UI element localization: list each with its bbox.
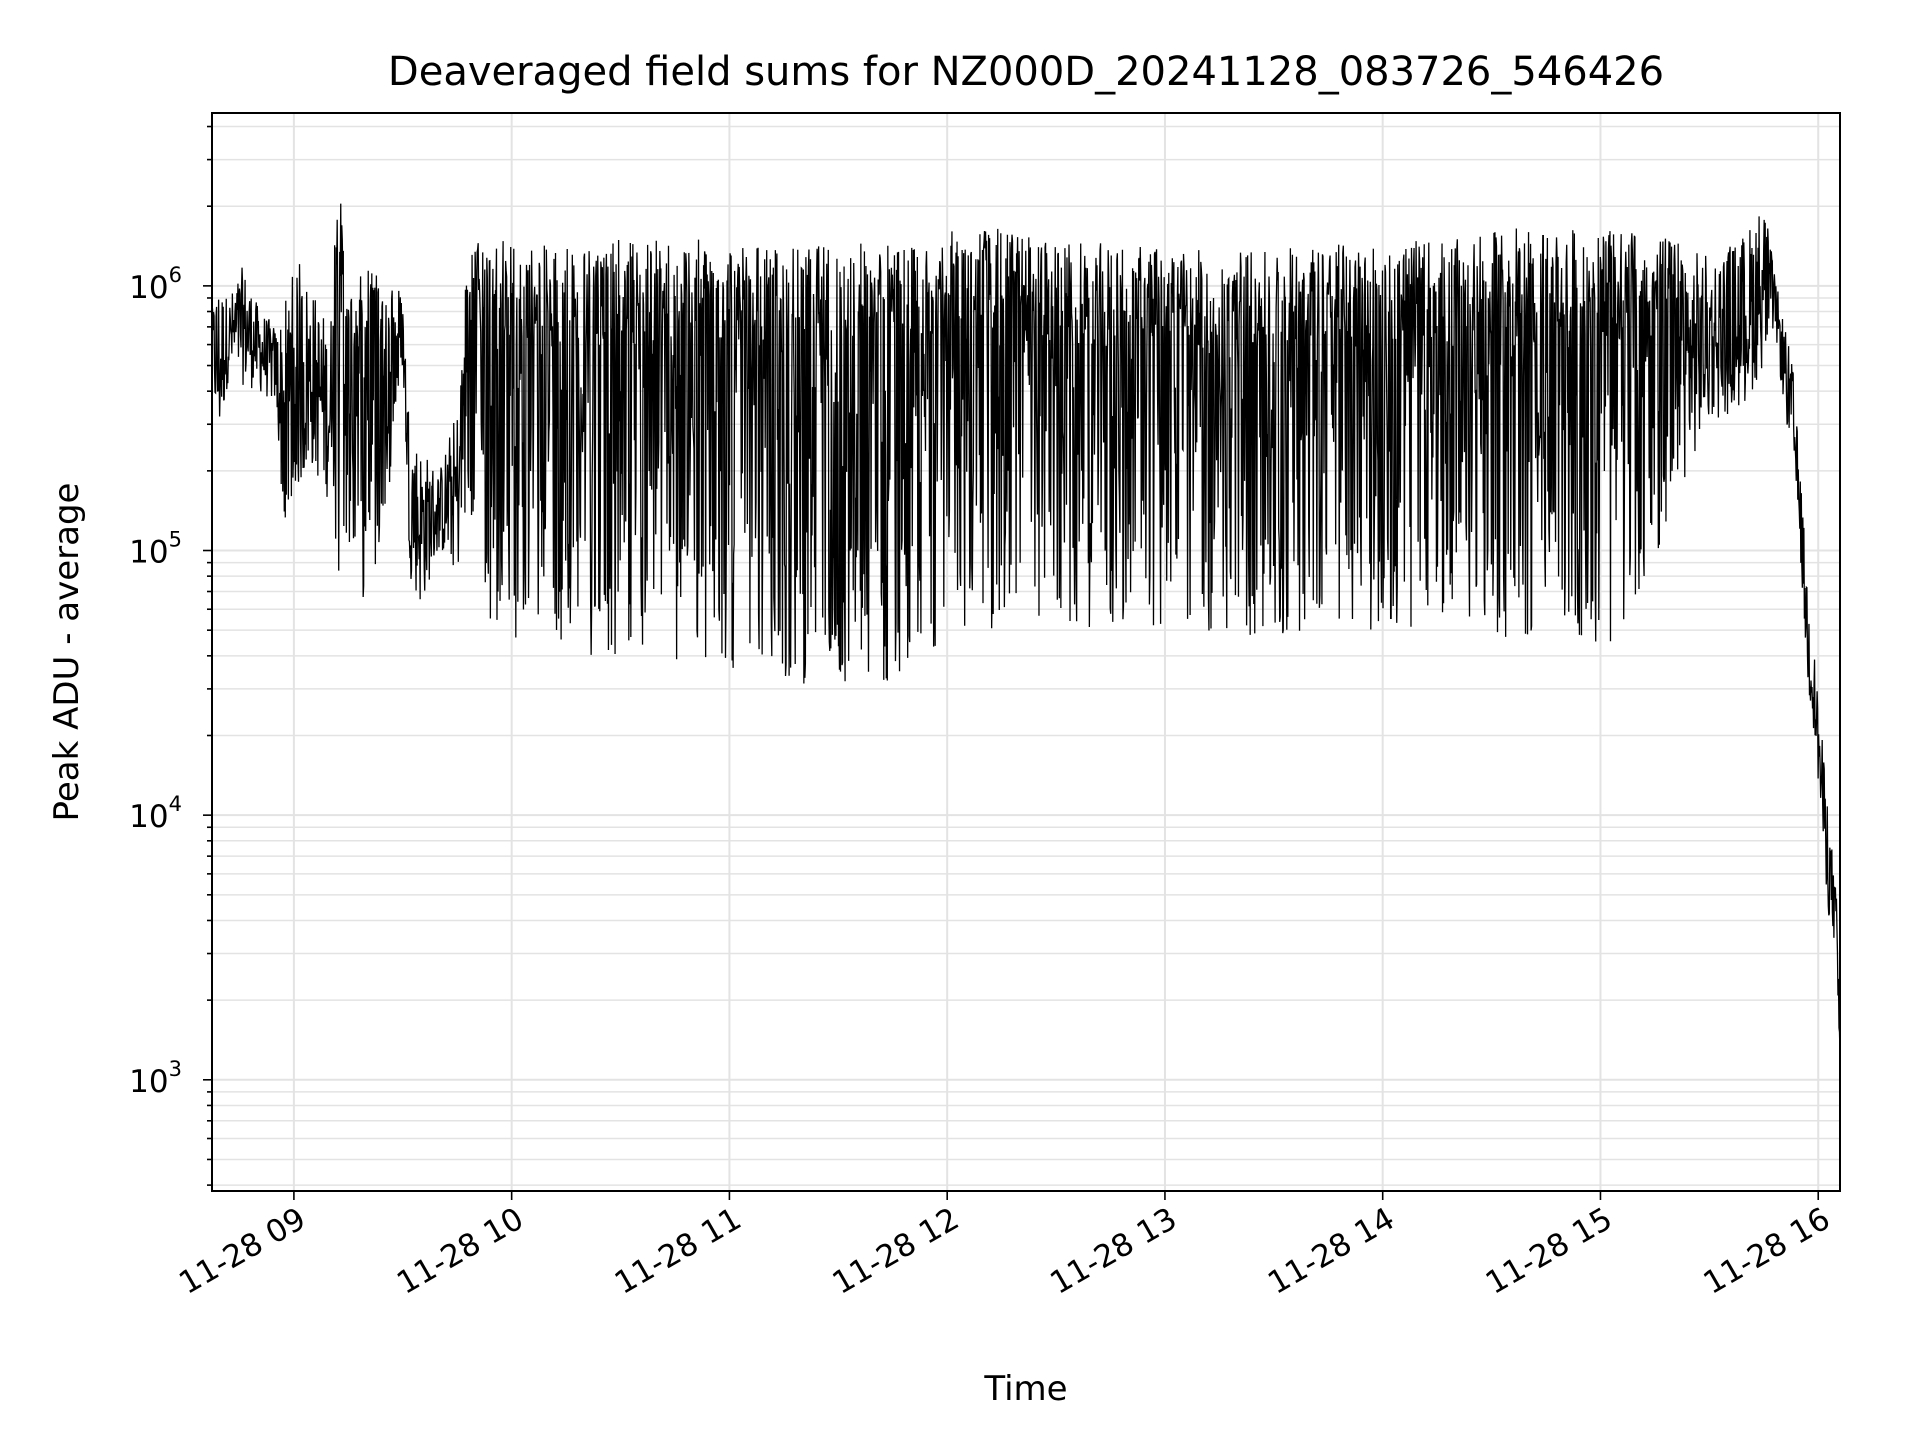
series-layer: [211, 203, 1841, 1055]
y-tick-label: 105: [129, 528, 182, 571]
y-tick-label: 104: [129, 792, 182, 835]
y-tick-label: 103: [129, 1057, 182, 1100]
y-tick-label: 106: [129, 263, 182, 306]
grid: [212, 113, 1840, 1191]
x-axis-label: Time: [983, 1369, 1067, 1409]
series-line: [211, 203, 1841, 1055]
chart-title: Deaveraged field sums for NZ000D_2024112…: [388, 49, 1664, 95]
y-axis-label: Peak ADU - average: [47, 483, 87, 822]
plot-frame: [211, 112, 1841, 1192]
